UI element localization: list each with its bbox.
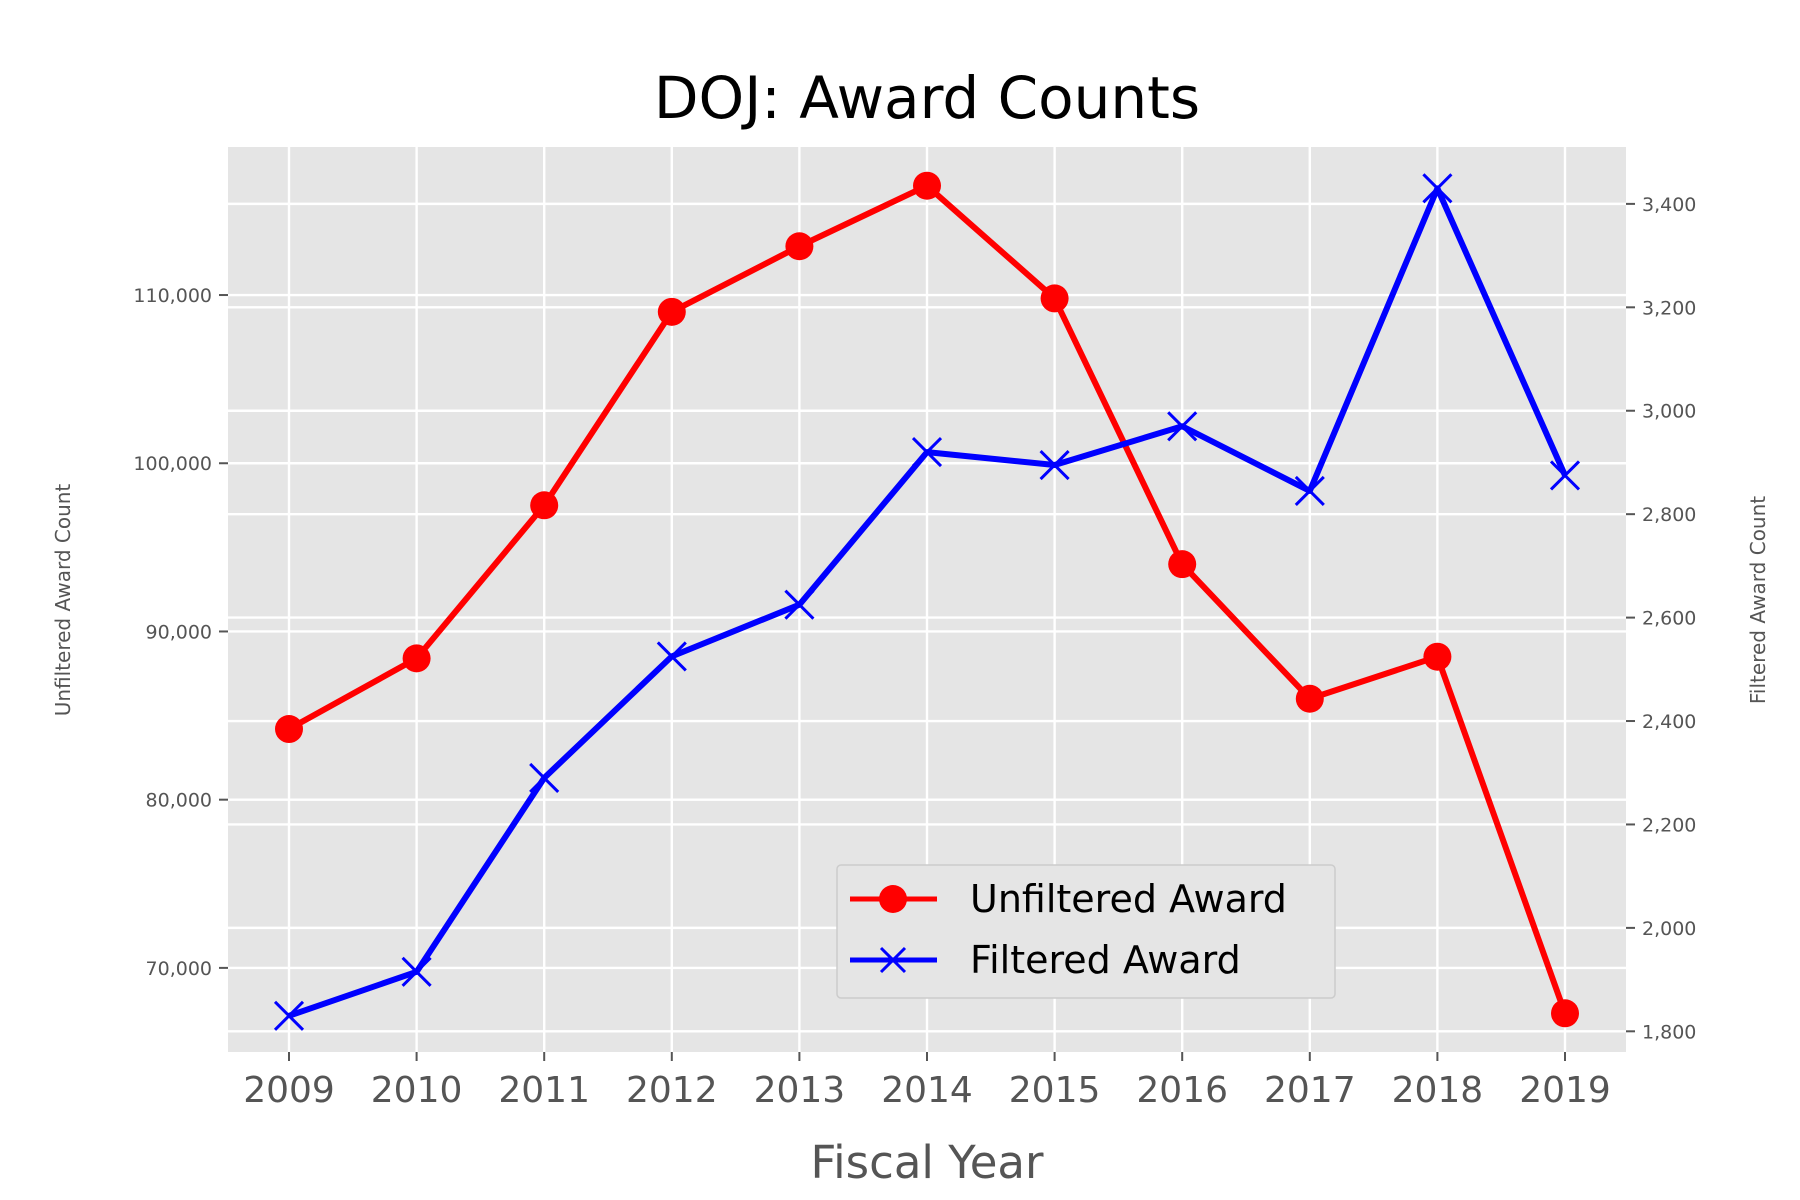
x-tick-label: 2011 [498, 1070, 590, 1111]
legend-marker-unfiltered [879, 885, 907, 913]
left-tick-label: 70,000 [146, 958, 212, 980]
series-layer [273, 171, 1581, 1031]
x-tick-label: 2012 [626, 1070, 718, 1111]
data-point-unfiltered [1040, 284, 1069, 313]
x-tick-label: 2009 [243, 1070, 335, 1111]
data-point-filtered [1549, 460, 1581, 491]
data-point-unfiltered [1295, 684, 1324, 713]
left-tick-label: 90,000 [146, 621, 212, 643]
x-tick-label: 2013 [754, 1070, 846, 1111]
legend-label-unfiltered: Unfiltered Award [970, 877, 1287, 921]
right-tick-label: 3,400 [1642, 194, 1696, 216]
data-point-filtered [784, 589, 815, 620]
right-tick-label: 3,000 [1642, 401, 1696, 423]
data-point-filtered [401, 956, 432, 987]
right-tick-label: 1,800 [1642, 1021, 1696, 1043]
right-tick-label: 2,000 [1642, 918, 1696, 940]
data-point-filtered [1167, 411, 1198, 442]
x-tick-label: 2018 [1392, 1070, 1484, 1111]
left-tick-label: 100,000 [133, 453, 212, 475]
right-tick-label: 2,600 [1642, 608, 1696, 630]
legend-marker-filtered [879, 946, 907, 974]
right-tick-label: 2,400 [1642, 711, 1696, 733]
data-point-unfiltered [275, 715, 303, 744]
x-tick-label: 2010 [371, 1070, 463, 1111]
left-tick-label: 110,000 [133, 285, 212, 307]
chart-title: DOJ: Award Counts [654, 64, 1200, 132]
x-axis-label: Fiscal Year [811, 1136, 1044, 1189]
data-point-unfiltered [913, 171, 941, 200]
data-point-unfiltered [657, 297, 686, 326]
data-point-unfiltered [530, 491, 559, 520]
data-point-unfiltered [1423, 642, 1452, 671]
data-point-filtered [911, 437, 943, 468]
data-point-filtered [1422, 173, 1453, 204]
x-tick-label: 2016 [1136, 1070, 1228, 1111]
left-tick-label: 80,000 [146, 790, 212, 812]
legend-box [836, 864, 1336, 999]
right-tick-label: 2,200 [1642, 814, 1696, 836]
data-point-filtered [529, 762, 560, 793]
data-point-filtered [1039, 449, 1070, 481]
data-point-unfiltered [785, 232, 814, 261]
data-point-filtered [656, 641, 687, 672]
grid-lines [228, 147, 1626, 1052]
legend: Unfiltered Award Filtered Award [836, 864, 1336, 999]
left-y-axis-label: Unfiltered Award Count [51, 484, 75, 717]
data-point-unfiltered [1551, 999, 1579, 1028]
right-y-axis-label: Filtered Award Count [1746, 496, 1770, 704]
x-tick-label: 2014 [881, 1070, 973, 1111]
data-point-unfiltered [402, 644, 431, 673]
right-tick-label: 2,800 [1642, 504, 1696, 526]
legend-label-filtered: Filtered Award [970, 938, 1241, 982]
data-point-filtered [273, 1000, 305, 1031]
x-tick-label: 2017 [1264, 1070, 1356, 1111]
right-tick-label: 3,200 [1642, 297, 1696, 319]
x-tick-label: 2019 [1519, 1070, 1611, 1111]
x-tick-label: 2015 [1009, 1070, 1101, 1111]
axes: 2009 2010 2011 2012 2013 2014 2015 2016 2017 2018… [133, 194, 1696, 1111]
data-point-unfiltered [1168, 550, 1197, 579]
data-point-filtered [1294, 475, 1325, 506]
